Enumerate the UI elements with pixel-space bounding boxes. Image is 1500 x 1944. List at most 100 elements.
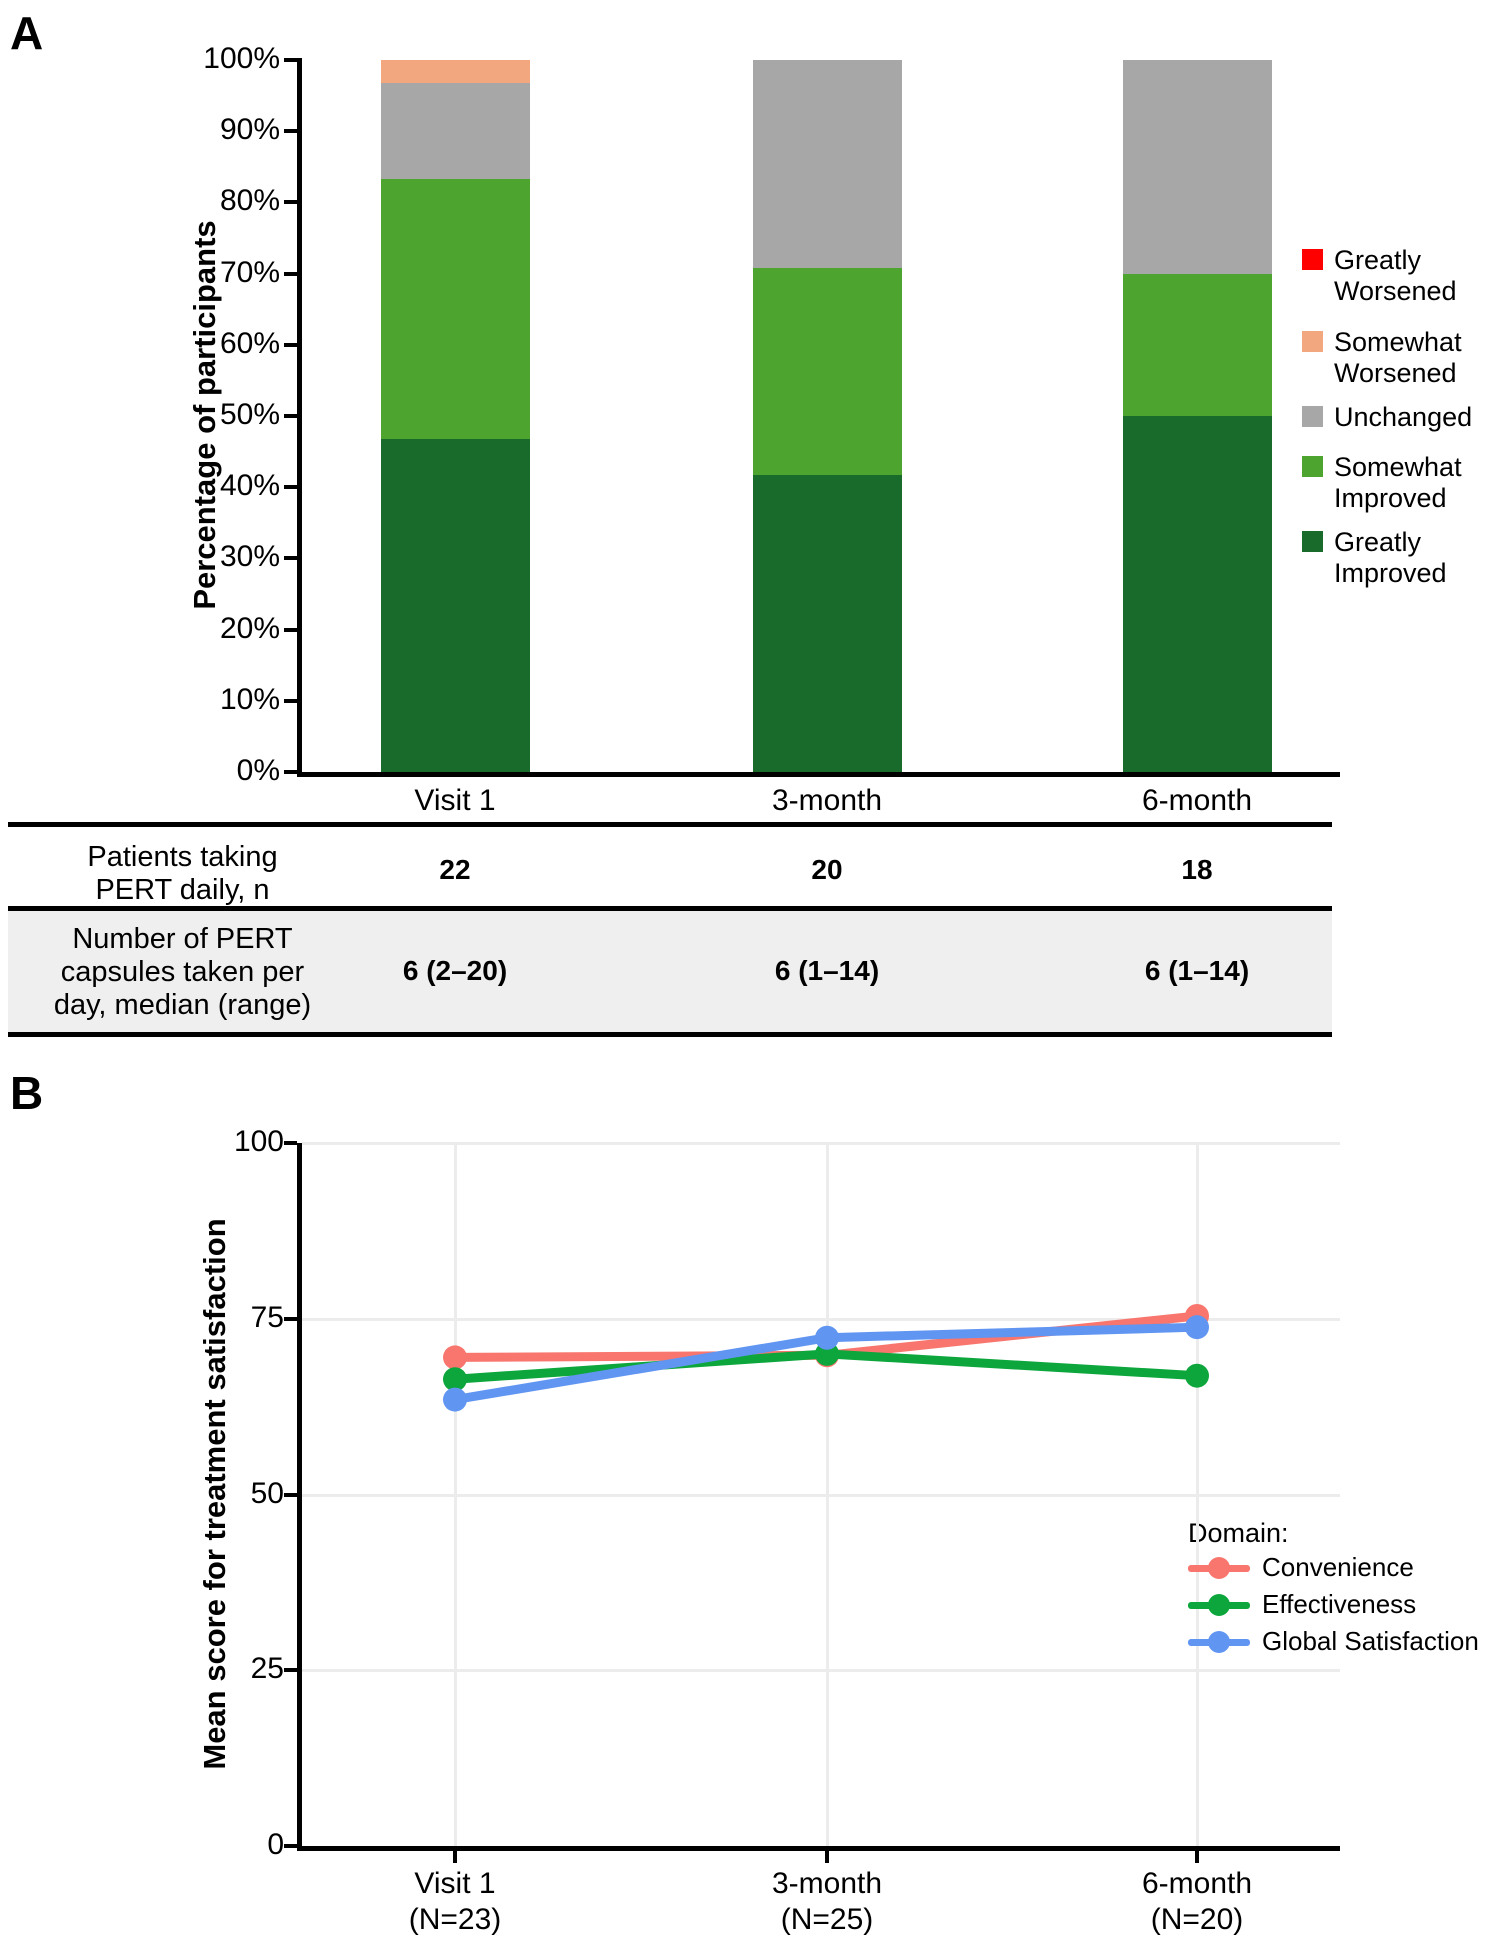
bar-segment-somewhat-improved (380, 178, 530, 440)
chart-b-y-tick-label: 75 (250, 1300, 284, 1334)
series-point-global-satisfaction (815, 1325, 839, 1350)
legend-item-greatly-worsened: Greatly Worsened (1302, 245, 1484, 307)
legend-swatch (1188, 1592, 1250, 1618)
legend-item-somewhat-worsened: Somewhat Worsened (1302, 327, 1484, 389)
legend-swatch (1302, 531, 1323, 552)
line-chart: Mean score for treatment satisfaction Do… (0, 1060, 1500, 1944)
legend-item-unchanged: Unchanged (1302, 402, 1484, 433)
h-gridline (302, 1669, 1340, 1673)
chart-a-y-tick (284, 58, 297, 62)
chart-b-x-category-label: 3-month (N=25) (771, 1867, 883, 1936)
table-rule-middle (8, 906, 1332, 911)
bar-segment-somewhat-improved (1122, 273, 1272, 416)
panel-a-letter: A (10, 7, 44, 59)
line-chart-series-canvas (443, 1303, 1209, 1412)
panel-b-letter: B (10, 1067, 44, 1119)
table-cell: 18 (1181, 854, 1213, 885)
chart-a-y-tick-label: 30% (219, 540, 280, 574)
bar-segment-unchanged (752, 60, 902, 268)
legend-label: Greatly Worsened (1334, 245, 1457, 306)
bar-segment-unchanged (1122, 60, 1272, 274)
legend-swatch (1302, 331, 1323, 352)
legend-label: Greatly Improved (1334, 527, 1447, 588)
table-cell: 20 (811, 854, 843, 885)
table-row-label: Patients taking PERT daily, n (87, 841, 278, 906)
series-point-global-satisfaction (1185, 1315, 1209, 1340)
chart-a-y-tick (284, 770, 297, 774)
chart-b-y-axis-line (297, 1143, 302, 1851)
chart-a-y-tick-label: 40% (219, 469, 280, 503)
legend-item-global-satisfaction: Global Satisfaction (1188, 1626, 1479, 1657)
chart-b-y-tick-label: 25 (250, 1652, 284, 1686)
h-gridline (302, 1493, 1340, 1497)
v-gridline (454, 1143, 457, 1846)
bar-segment-greatly-improved (752, 475, 902, 772)
legend-swatch (1188, 1555, 1250, 1581)
chart-a-y-tick (284, 129, 297, 134)
chart-a-y-tick (284, 556, 297, 561)
legend-dot-swatch (1208, 1593, 1230, 1616)
chart-b-y-tick (284, 1316, 297, 1321)
table-cell: 6 (1–14) (1144, 955, 1250, 986)
legend-label: Unchanged (1334, 402, 1473, 432)
stacked-bar-chart: Percentage of participants 0% 10% 20% 30% 40… (0, 0, 1500, 820)
chart-a-y-tick-label: 70% (219, 255, 280, 289)
chart-b-x-category-label: 6-month (N=20) (1141, 1867, 1253, 1936)
chart-a-y-tick (284, 485, 297, 490)
chart-a-y-axis-line (297, 58, 302, 777)
chart-b-x-tick (453, 1851, 457, 1863)
chart-b-y-tick-label: 0 (267, 1828, 284, 1861)
table-row-label: Number of PERT capsules taken per day, m… (53, 923, 312, 1021)
chart-a-y-tick (284, 342, 297, 347)
legend-swatch (1302, 456, 1323, 477)
v-gridline (826, 1143, 829, 1846)
chart-a-y-tick-label: 10% (219, 682, 280, 716)
bar-segment-somewhat-worsened (380, 60, 530, 84)
legend-label: Somewhat Worsened (1334, 327, 1462, 388)
bar-segment-greatly-improved (380, 439, 530, 772)
legend-swatch (1302, 406, 1323, 427)
chart-b-y-tick (284, 1141, 297, 1145)
legend-item-somewhat-improved: Somewhat Improved (1302, 452, 1484, 514)
table-cell: 6 (2–20) (402, 955, 508, 986)
legend-item-effectiveness: Effectiveness (1188, 1589, 1416, 1620)
chart-b-x-axis-line (297, 1846, 1340, 1851)
chart-a-y-tick (284, 627, 297, 632)
chart-a-y-tick (284, 200, 297, 205)
v-gridline (1196, 1143, 1199, 1846)
chart-a-y-tick-label: 0% (236, 754, 280, 787)
series-point-global-satisfaction (443, 1387, 467, 1412)
table-row-shading (8, 911, 1332, 1032)
chart-b-y-tick (284, 1668, 297, 1673)
chart-b-y-tick-label: 100 (233, 1125, 284, 1158)
series-point-effectiveness (443, 1367, 467, 1392)
table-cell: 6 (1–14) (774, 955, 880, 986)
chart-b-y-tick (284, 1492, 297, 1497)
chart-a-x-category-label: 6-month (1141, 784, 1253, 817)
chart-a-y-tick (284, 698, 297, 703)
legend-swatch (1188, 1629, 1250, 1655)
chart-a-y-tick-label: 80% (219, 184, 280, 218)
legend-dot-swatch (1208, 1556, 1230, 1579)
chart-a-y-tick-label: 60% (219, 326, 280, 360)
h-gridline (302, 1142, 1340, 1145)
series-point-effectiveness (1185, 1363, 1209, 1388)
table-rule-bottom (8, 1032, 1332, 1037)
chart-a-y-tick-label: 20% (219, 611, 280, 645)
chart-a-x-axis-line (297, 772, 1340, 777)
legend-dot-swatch (1208, 1630, 1230, 1653)
legend-swatch (1302, 249, 1323, 270)
table-rule-top (8, 822, 1332, 827)
legend-label: Convenience (1262, 1552, 1414, 1582)
chart-a-x-category-label: Visit 1 (414, 784, 496, 817)
table-cell: 22 (439, 854, 471, 885)
chart-a-y-tick-label: 90% (219, 113, 280, 147)
chart-b-legend-title: Domain: (1188, 1518, 1289, 1548)
chart-b-x-category-label: Visit 1 (N=23) (408, 1867, 502, 1936)
chart-b-y-tick-label: 50 (250, 1476, 284, 1510)
chart-a-y-tick-label: 50% (219, 398, 280, 431)
chart-b-x-tick (1195, 1851, 1199, 1863)
chart-a-y-tick-label: 100% (203, 42, 280, 75)
summary-table: Patients taking PERT daily, n 22 20 18 N… (0, 780, 1500, 1060)
